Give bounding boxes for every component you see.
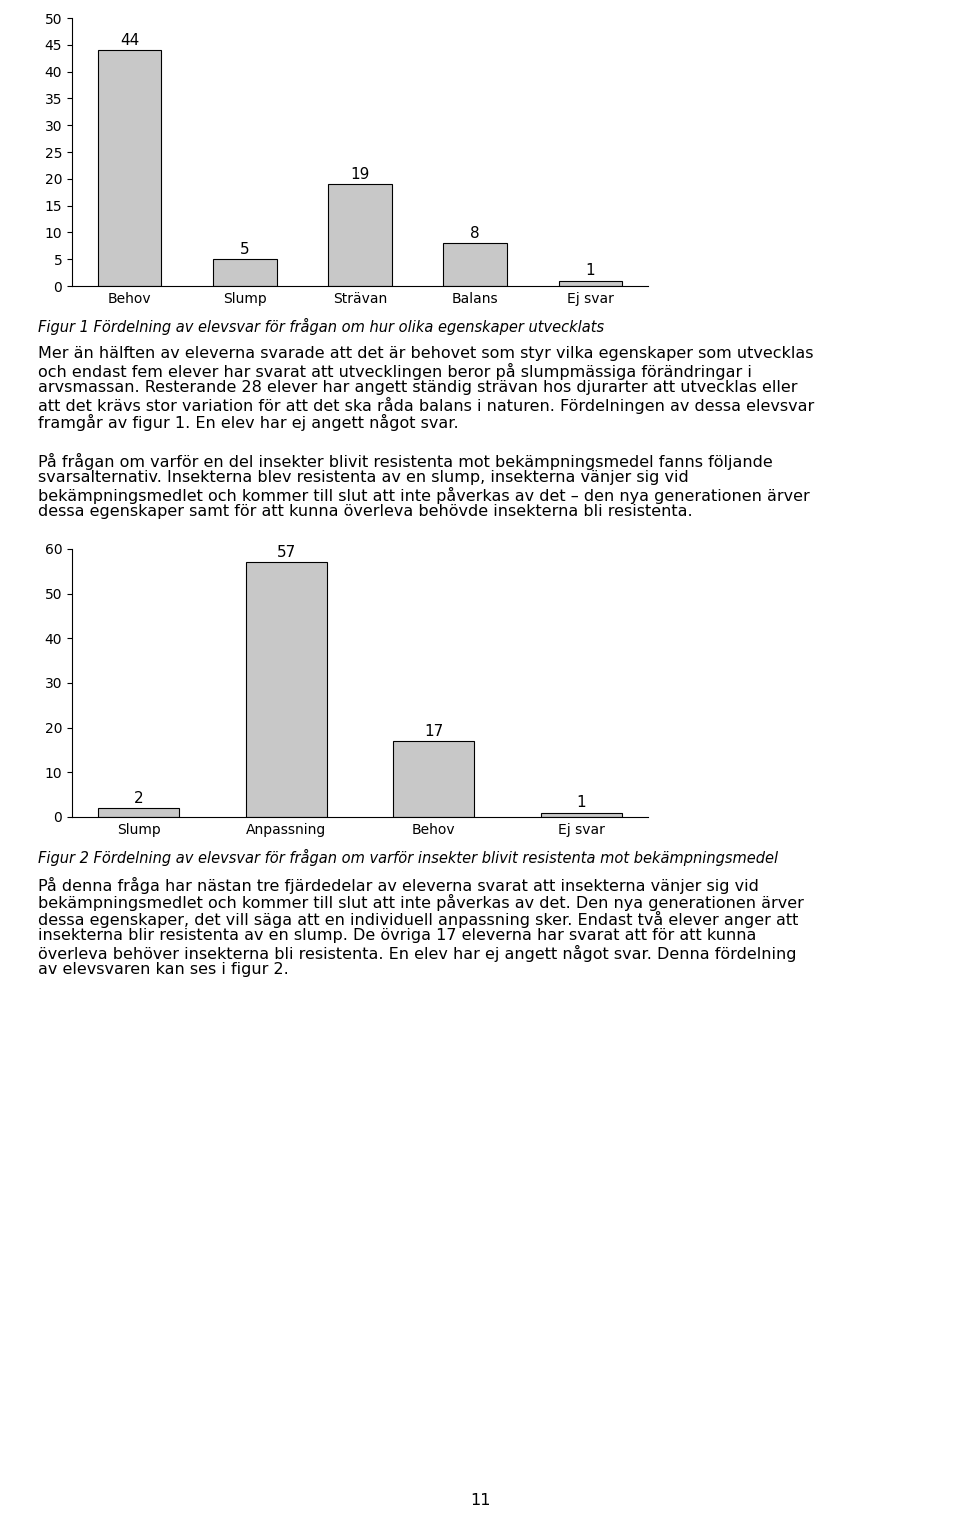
Bar: [394, 741, 474, 817]
Text: överleva behöver insekterna bli resistenta. En elev har ej angett något svar. De: överleva behöver insekterna bli resisten…: [38, 945, 797, 962]
Text: arvsmassan. Resterande 28 elever har angett ständig strävan hos djurarter att ut: arvsmassan. Resterande 28 elever har ang…: [38, 380, 798, 395]
Bar: [328, 185, 392, 286]
Text: bekämpningsmedlet och kommer till slut att inte påverkas av det. Den nya generat: bekämpningsmedlet och kommer till slut a…: [38, 894, 804, 911]
Text: 2: 2: [134, 791, 144, 806]
Text: 5: 5: [240, 242, 250, 258]
Text: Figur 1 Fördelning av elevsvar för frågan om hur olika egenskaper utvecklats: Figur 1 Fördelning av elevsvar för fråga…: [38, 318, 605, 335]
Text: På frågan om varför en del insekter blivit resistenta mot bekämpningsmedel fanns: På frågan om varför en del insekter bliv…: [38, 453, 773, 470]
Bar: [559, 280, 622, 286]
Bar: [98, 807, 180, 817]
Bar: [444, 242, 507, 286]
Text: 19: 19: [350, 167, 370, 182]
Text: insekterna blir resistenta av en slump. De övriga 17 eleverna har svarat att för: insekterna blir resistenta av en slump. …: [38, 929, 756, 942]
Text: 57: 57: [276, 545, 296, 561]
Text: bekämpningsmedlet och kommer till slut att inte påverkas av det – den nya genera: bekämpningsmedlet och kommer till slut a…: [38, 486, 810, 504]
Text: att det krävs stor variation för att det ska råda balans i naturen. Fördelningen: att det krävs stor variation för att det…: [38, 397, 815, 414]
Bar: [246, 562, 326, 817]
Text: och endast fem elever har svarat att utvecklingen beror på slumpmässiga förändri: och endast fem elever har svarat att utv…: [38, 364, 753, 380]
Text: svarsalternativ. Insekterna blev resistenta av en slump, insekterna vänjer sig v: svarsalternativ. Insekterna blev resiste…: [38, 470, 689, 485]
Text: 8: 8: [470, 226, 480, 241]
Text: 1: 1: [576, 795, 586, 811]
Text: Figur 2 Fördelning av elevsvar för frågan om varför insekter blivit resistenta m: Figur 2 Fördelning av elevsvar för fråga…: [38, 848, 779, 867]
Text: På denna fråga har nästan tre fjärdedelar av eleverna svarat att insekterna vänj: På denna fråga har nästan tre fjärdedela…: [38, 877, 759, 894]
Bar: [540, 812, 622, 817]
Bar: [213, 259, 276, 286]
Text: 44: 44: [120, 33, 139, 48]
Text: av elevsvaren kan ses i figur 2.: av elevsvaren kan ses i figur 2.: [38, 962, 289, 977]
Text: dessa egenskaper, det vill säga att en individuell anpassning sker. Endast två e: dessa egenskaper, det vill säga att en i…: [38, 911, 799, 929]
Text: dessa egenskaper samt för att kunna överleva behövde insekterna bli resistenta.: dessa egenskaper samt för att kunna över…: [38, 504, 693, 520]
Text: 11: 11: [469, 1492, 491, 1507]
Text: Mer än hälften av eleverna svarade att det är behovet som styr vilka egenskaper : Mer än hälften av eleverna svarade att d…: [38, 345, 814, 361]
Bar: [98, 50, 161, 286]
Text: framgår av figur 1. En elev har ej angett något svar.: framgår av figur 1. En elev har ej anget…: [38, 414, 459, 430]
Text: 1: 1: [586, 264, 595, 279]
Text: 17: 17: [424, 724, 444, 739]
